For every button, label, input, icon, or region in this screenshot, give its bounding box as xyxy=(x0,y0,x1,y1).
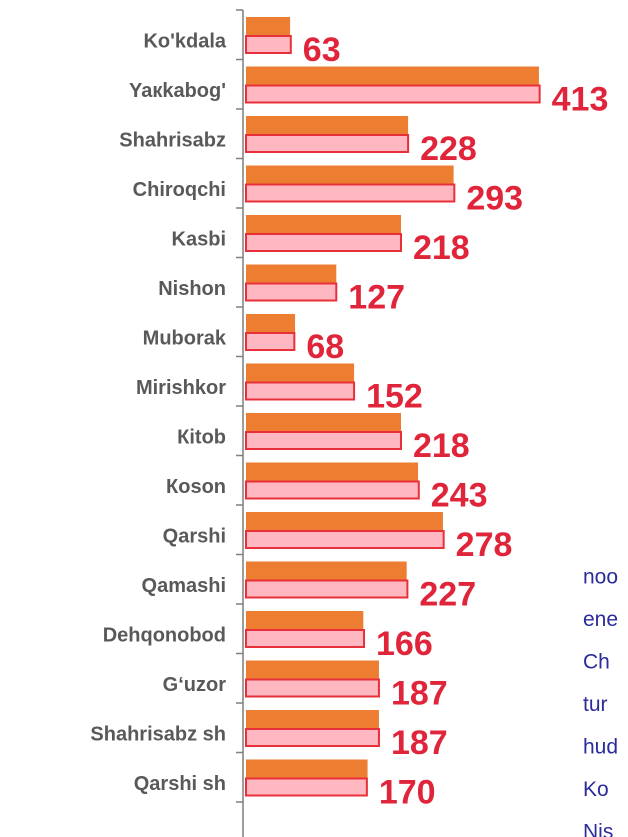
bar xyxy=(246,512,443,531)
value-label: 218 xyxy=(413,229,470,267)
bar xyxy=(245,35,292,54)
bar xyxy=(246,363,355,383)
bar xyxy=(246,710,379,729)
category-label: G‘uzor xyxy=(163,674,227,696)
bar xyxy=(245,579,409,599)
bar xyxy=(245,728,380,747)
bar xyxy=(246,413,401,432)
bar xyxy=(246,264,337,284)
bar xyxy=(245,134,410,153)
value-label: 413 xyxy=(552,80,609,118)
value-label: 293 xyxy=(466,179,523,217)
value-label: 243 xyxy=(431,476,488,514)
category-label: Muborak xyxy=(143,327,227,349)
side-text: Ko xyxy=(583,778,609,801)
category-label: Dehqonobod xyxy=(103,624,226,646)
bar xyxy=(245,480,420,500)
bar xyxy=(245,84,541,104)
side-text: hud xyxy=(583,736,618,759)
bar xyxy=(246,165,454,185)
value-label: 228 xyxy=(420,130,477,168)
bar xyxy=(246,660,379,680)
bar xyxy=(245,777,368,797)
value-label: 218 xyxy=(413,427,470,465)
bar xyxy=(246,116,409,135)
category-label: Shahrisabz xyxy=(119,129,226,151)
side-text: Nis xyxy=(583,821,613,837)
side-text: Ch xyxy=(583,651,610,674)
bar xyxy=(245,233,402,252)
category-label: Chiroqchi xyxy=(133,179,226,201)
bar xyxy=(245,629,366,648)
category-label: Qarshi xyxy=(163,525,226,547)
bar xyxy=(245,332,296,351)
category-label: Кoson xyxy=(166,476,226,498)
bar xyxy=(245,183,456,203)
category-label: Nishon xyxy=(158,278,226,300)
category-label: Qarshi sh xyxy=(134,773,226,795)
bar xyxy=(246,462,419,482)
value-label: 166 xyxy=(376,625,433,663)
bar xyxy=(246,215,401,234)
category-label: Ko'kdala xyxy=(143,30,226,52)
side-text: ene xyxy=(583,608,618,631)
category-label: Kasbi xyxy=(172,228,226,250)
bar xyxy=(246,314,296,333)
bar xyxy=(246,17,291,36)
category-label: Qamashi xyxy=(142,575,226,597)
bar xyxy=(246,66,539,86)
value-label: 227 xyxy=(419,575,476,613)
value-label: 278 xyxy=(456,526,513,564)
bar xyxy=(245,530,445,549)
bar xyxy=(246,561,407,581)
value-label: 63 xyxy=(303,31,341,69)
bar xyxy=(245,431,402,450)
category-label: Mirishkor xyxy=(136,377,226,399)
category-label: Кitob xyxy=(177,426,226,448)
side-text: noo xyxy=(583,566,618,589)
value-label: 152 xyxy=(366,377,423,415)
bar xyxy=(246,611,364,630)
bar xyxy=(246,759,368,779)
bar xyxy=(245,381,356,401)
side-text: tur xyxy=(583,693,608,716)
value-label: 127 xyxy=(348,278,405,316)
bar xyxy=(245,678,380,698)
category-label: Shahrisabz sh xyxy=(90,723,226,745)
value-label: 187 xyxy=(391,674,448,712)
bar xyxy=(245,282,338,302)
value-label: 170 xyxy=(379,773,436,811)
value-label: 187 xyxy=(391,724,448,762)
category-label: Yaкkabog' xyxy=(129,80,226,102)
value-label: 68 xyxy=(306,328,344,366)
